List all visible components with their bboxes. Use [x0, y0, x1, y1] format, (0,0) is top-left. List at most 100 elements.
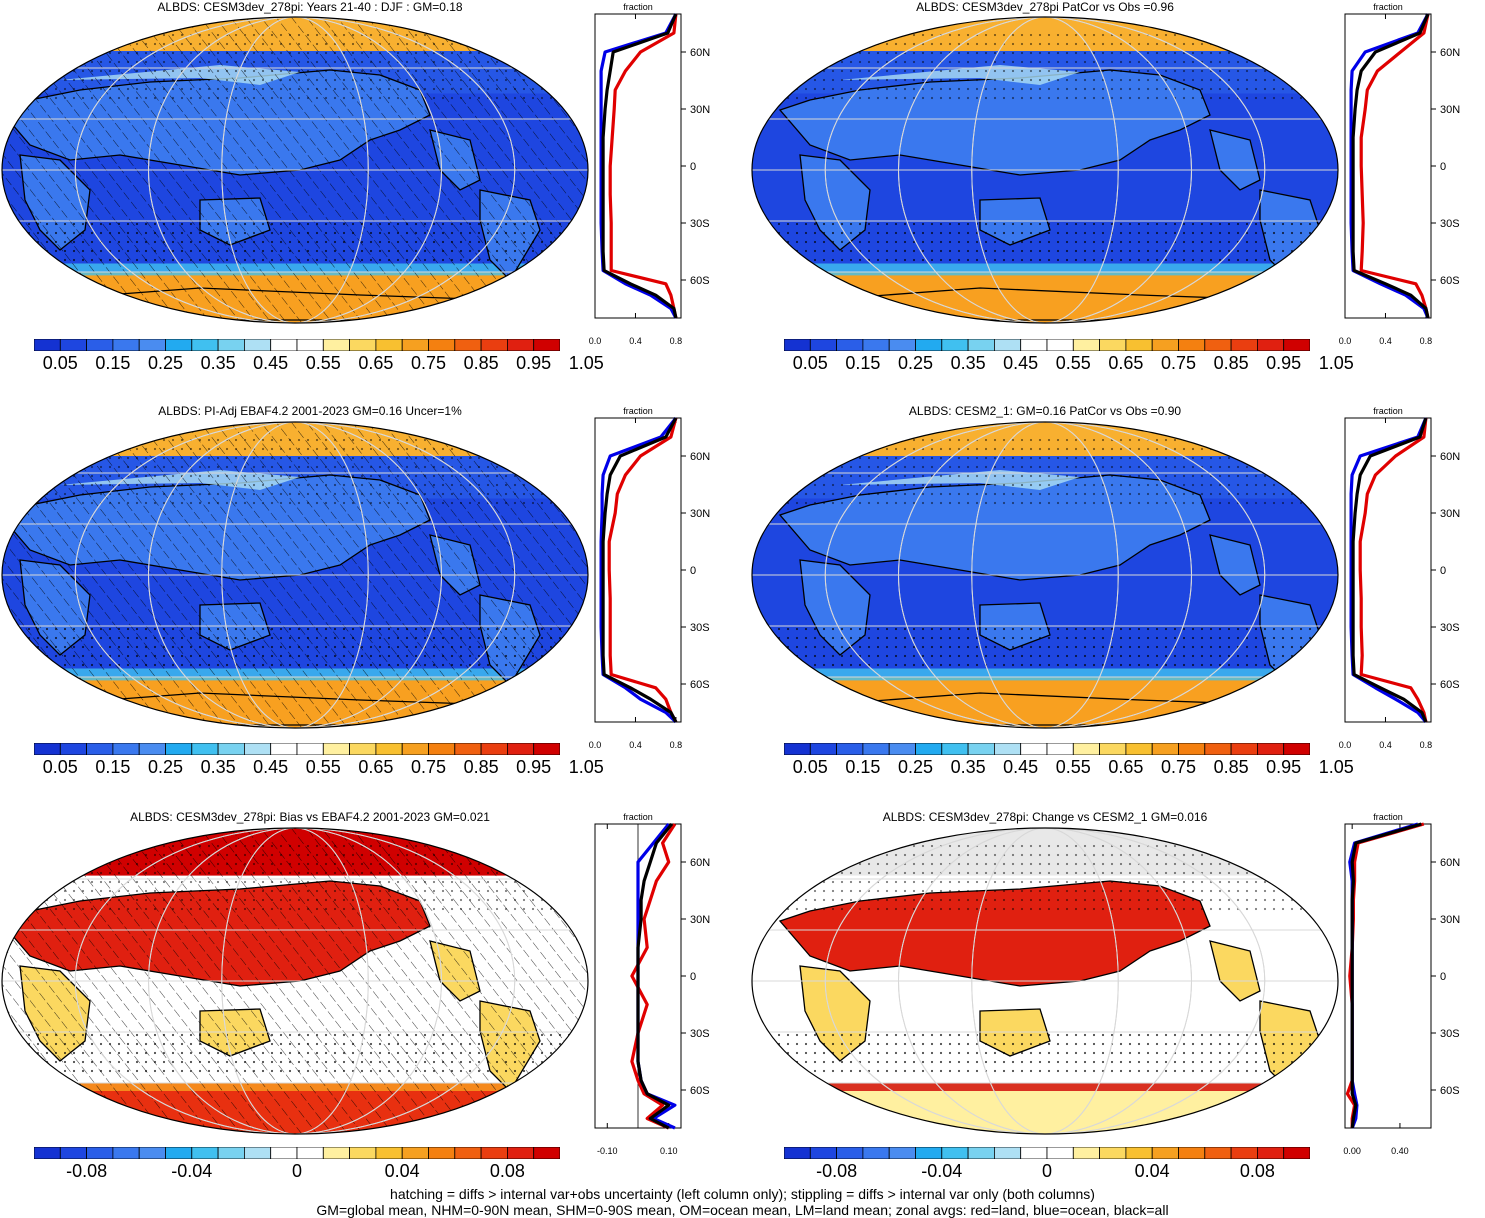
zonal-x-tick-label: 0.0 [589, 336, 602, 346]
colorbar-swatch [862, 743, 890, 755]
zonal-series-land [1358, 417, 1428, 723]
colorbar-tick-label: 0.95 [1266, 353, 1302, 373]
colorbar-swatch [59, 1147, 87, 1159]
colorbar-tick-label: 0.45 [253, 353, 289, 373]
colorbar-tick-label: 0.55 [1055, 757, 1091, 777]
colorbar-labels-1: 0.05 0.15 0.25 0.35 0.45 0.55 0.65 0.75 0.85 0.95… [34, 353, 604, 377]
colorbar-tick-label: 0.85 [1213, 353, 1249, 373]
colorbar-tick-label: 0.65 [1108, 757, 1144, 777]
colorbar-swatch [941, 339, 969, 351]
zonal-lat-tick-label: 60S [1440, 679, 1460, 691]
colorbar-labels-2: 0.05 0.15 0.25 0.35 0.45 0.55 0.65 0.75 0.85 0.95… [784, 353, 1354, 377]
colorbar-swatch [112, 743, 140, 755]
footer-line-1: hatching = diffs > internal var+obs unce… [390, 1186, 1095, 1202]
colorbar-tick-label: 0.85 [463, 353, 499, 373]
zonal-series-all [1351, 417, 1428, 723]
colorbar-swatch [401, 1147, 429, 1159]
zonal-x-tick-label: 0.4 [629, 740, 642, 750]
zonal-lat-tick-label: 30S [690, 1028, 710, 1040]
colorbar-swatch [993, 339, 1022, 351]
colorbar-tick-label: 0.85 [463, 757, 499, 777]
zonal-lat-tick-label: 30S [1440, 218, 1460, 230]
colorbar-swatch [1178, 1147, 1206, 1159]
colorbar-swatch [349, 1147, 377, 1159]
colorbar-swatch [967, 339, 995, 351]
colorbar-swatch [138, 339, 166, 351]
colorbar-swatch [836, 1147, 864, 1159]
zonal-axis-title: fraction [623, 406, 653, 416]
colorbar-swatch [506, 743, 535, 755]
colorbar-tick-label: 0.75 [1160, 353, 1197, 373]
colorbar-swatch [375, 743, 403, 755]
colorbar-tick-label: 0.45 [1003, 757, 1039, 777]
zonal-axis-title: fraction [1373, 406, 1403, 416]
zonal-x-tick-label: 0.00 [1343, 1146, 1361, 1156]
zonal-lat-tick-label: 30S [690, 622, 710, 634]
colorbar-tick-label: 0.75 [1160, 757, 1197, 777]
colorbar-swatch [1256, 1147, 1285, 1159]
colorbar-swatch [428, 743, 456, 755]
zonal-lat-tick-label: 60N [690, 451, 710, 463]
colorbar-swatch [1283, 1147, 1310, 1159]
colorbar-tick-label: 0.75 [410, 353, 447, 373]
colorbar-swatch [401, 339, 429, 351]
colorbar-swatch [533, 1147, 560, 1159]
zonal-lat-tick-label: 0 [690, 971, 696, 983]
zonal-lat-tick-label: 30S [690, 218, 710, 230]
colorbar-swatch [784, 743, 811, 755]
colorbar-swatch [1046, 339, 1074, 351]
colorbar-swatch [243, 339, 272, 351]
colorbar-swatch [1020, 1147, 1048, 1159]
colorbar-swatch [59, 743, 87, 755]
colorbar-swatch [191, 339, 219, 351]
colorbar-swatch [506, 1147, 535, 1159]
colorbar-tick-label: -0.04 [171, 1161, 213, 1181]
colorbar-swatch [888, 339, 916, 351]
zonal-lat-tick-label: 0 [1440, 161, 1446, 173]
colorbar-tick-label: 0.55 [305, 353, 341, 373]
colorbar-swatch [217, 339, 245, 351]
zonal-lat-tick-label: 30N [1440, 508, 1460, 520]
colorbar-tick-label: 0.35 [200, 353, 236, 373]
colorbar-tick-label: -0.04 [921, 1161, 963, 1181]
zonal-axis-title: fraction [623, 2, 653, 12]
colorbar-swatch [1020, 339, 1048, 351]
colorbar-tick-label: 0.08 [1239, 1161, 1275, 1181]
colorbar-swatch [375, 1147, 403, 1159]
zonal-lat-tick-label: 0 [1440, 565, 1446, 577]
colorbar-swatch [1204, 339, 1232, 351]
colorbar-swatch [428, 339, 456, 351]
panel-title-3: ALBDS: PI-Adj EBAF4.2 2001-2023 GM=0.16 … [158, 404, 462, 418]
zonal-series-land [608, 13, 678, 319]
zonal-x-tick-label: 0.40 [1391, 1146, 1409, 1156]
colorbar-swatch [809, 339, 837, 351]
zonal-series-land [1359, 13, 1430, 319]
colorbar-swatch [34, 1147, 61, 1159]
colorbar-swatch [191, 1147, 219, 1159]
zonal-avg-panel-5: fraction -0.10 0.10 60N 30N 0 30S 60S [594, 812, 710, 1156]
colorbar-swatch [322, 339, 350, 351]
colorbar-swatch [34, 743, 61, 755]
zonal-series-ocean [1349, 13, 1430, 319]
zonal-lat-tick-label: 30N [690, 104, 710, 116]
zonal-series-ocean [599, 417, 678, 724]
zonal-lat-tick-label: 60S [1440, 275, 1460, 287]
colorbar-swatch [401, 743, 429, 755]
colorbar-swatch [1151, 1147, 1179, 1159]
colorbar-swatch [1099, 743, 1127, 755]
colorbar-swatch [1283, 339, 1310, 351]
colorbar-tick-label: 0.35 [200, 757, 236, 777]
colorbar-labels-4: 0.05 0.15 0.25 0.35 0.45 0.55 0.65 0.75 0.85 0.95… [784, 757, 1354, 781]
zonal-axis-title: fraction [623, 812, 653, 822]
colorbar-swatch [1072, 743, 1100, 755]
colorbar-swatch [1230, 1147, 1258, 1159]
colorbar-swatch [217, 743, 245, 755]
colorbar-tick-label: 0.95 [516, 353, 552, 373]
colorbar-tick-label: 0.05 [42, 757, 78, 777]
zonal-x-tick-label: 0.8 [670, 336, 683, 346]
colorbar-swatch [270, 339, 298, 351]
zonal-lat-tick-label: 0 [1440, 971, 1446, 983]
colorbar-labels-6: -0.08 -0.04 0 0.04 0.08 [784, 1161, 1310, 1185]
colorbar-tick-label: 0.35 [950, 757, 986, 777]
colorbar-swatch [112, 339, 140, 351]
